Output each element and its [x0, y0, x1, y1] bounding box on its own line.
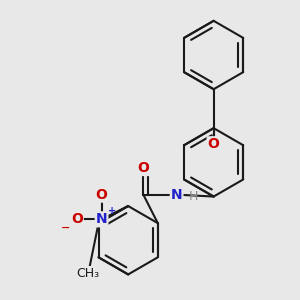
Text: O: O — [71, 212, 83, 226]
Text: N: N — [96, 212, 107, 226]
Text: O: O — [96, 188, 107, 202]
Text: H: H — [189, 190, 198, 203]
Text: −: − — [61, 223, 70, 233]
Text: O: O — [208, 137, 220, 151]
Text: N: N — [171, 188, 182, 202]
Text: CH₃: CH₃ — [77, 267, 100, 280]
Text: +: + — [108, 206, 116, 216]
Text: O: O — [137, 161, 149, 175]
